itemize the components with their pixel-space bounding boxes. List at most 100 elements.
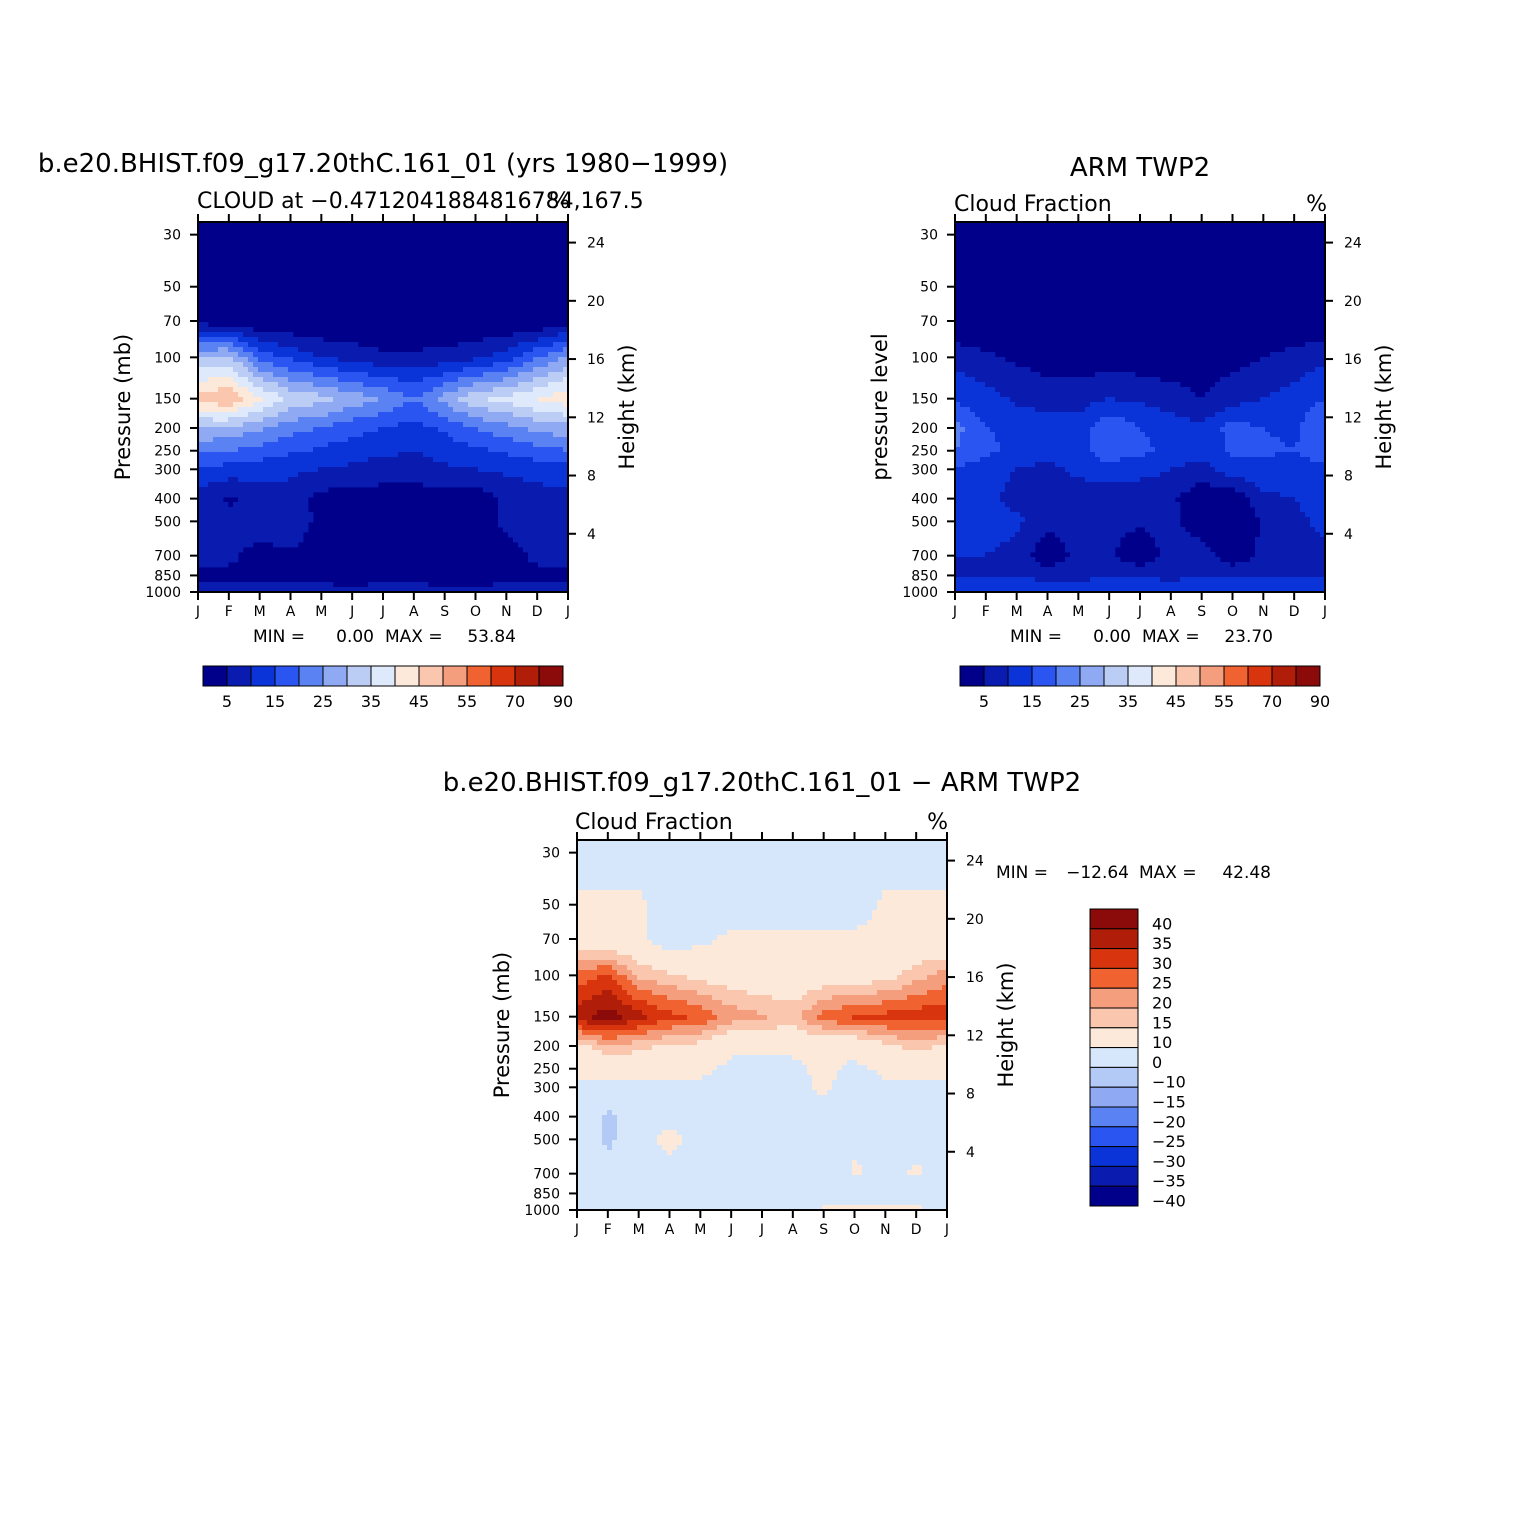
model-height-tick-label: 4 (587, 527, 596, 543)
model-field-cell (318, 482, 324, 488)
obs-field-cell (1065, 497, 1071, 503)
model-field-cell (563, 417, 569, 423)
model-field-cell (508, 372, 514, 378)
obs-field-cell (1015, 427, 1021, 433)
model-field-cell (498, 352, 504, 358)
model-field-cell (298, 442, 304, 448)
model-field-cell (338, 377, 344, 383)
obs-field-cell (1320, 462, 1326, 468)
model-field-cell (288, 412, 294, 418)
obs-field-cell (1145, 457, 1151, 463)
model-field-cell (348, 372, 354, 378)
model-field-cell (448, 412, 454, 418)
obs-field-cell (1210, 432, 1216, 438)
model-field-cell (263, 372, 269, 378)
model-field-cell (503, 377, 509, 383)
obs-field-cell (1070, 397, 1076, 403)
model-field-cell (263, 532, 269, 538)
model-field-cell (318, 462, 324, 468)
model-field-cell (298, 377, 304, 383)
obs-field-cell (1055, 452, 1061, 458)
obs-field-cell (1165, 507, 1171, 513)
model-field-cell (258, 522, 264, 528)
model-field-cell (503, 367, 509, 373)
obs-field-cell (1090, 427, 1096, 433)
model-field-cell (313, 367, 319, 373)
model-field-cell (263, 337, 269, 343)
model-field-cell (453, 357, 459, 363)
obs-field-cell (1315, 452, 1321, 458)
model-field-cell (528, 542, 534, 548)
model-field-cell (213, 542, 219, 548)
obs-field-cell (1110, 392, 1116, 398)
obs-field-cell (1005, 417, 1011, 423)
obs-field-cell (1265, 377, 1271, 383)
model-field-cell (463, 352, 469, 358)
obs-field-cell (1035, 502, 1041, 508)
model-field-cell (218, 407, 224, 413)
model-field-cell (233, 502, 239, 508)
model-field-cell (423, 422, 429, 428)
model-field-cell (303, 502, 309, 508)
model-field-cell (548, 482, 554, 488)
obs-field-cell (1020, 482, 1026, 488)
model-field-cell (233, 432, 239, 438)
model-field-cell (303, 432, 309, 438)
obs-field-cell (1315, 462, 1321, 468)
obs-field-cell (1070, 477, 1076, 483)
obs-field-cell (1050, 497, 1056, 503)
model-field-cell (298, 432, 304, 438)
model-field-cell (438, 437, 444, 443)
obs-field-cell (1085, 407, 1091, 413)
obs-units: % (1306, 192, 1327, 217)
obs-field-cell (1310, 417, 1316, 423)
obs-field-cell (1265, 497, 1271, 503)
model-field-cell (328, 412, 334, 418)
model-field-cell (503, 397, 509, 403)
model-field-cell (258, 367, 264, 373)
model-field-cell (553, 582, 559, 588)
model-field-cell (453, 362, 459, 368)
model-field-cell (248, 402, 254, 408)
model-field-cell (368, 417, 374, 423)
model-field-cell (483, 337, 489, 343)
model-field-cell (203, 367, 209, 373)
model-field-cell (548, 402, 554, 408)
obs-field-cell (1035, 412, 1041, 418)
obs-field-cell (1025, 447, 1031, 453)
obs-field-cell (1320, 417, 1326, 423)
obs-field-cell (1115, 392, 1121, 398)
obs-field-cell (1035, 482, 1041, 488)
obs-field-cell (1275, 502, 1281, 508)
model-field-cell (523, 512, 529, 518)
model-field-cell (328, 457, 334, 463)
model-field-cell (523, 492, 529, 498)
model-field-cell (318, 347, 324, 353)
model-field-cell (398, 357, 404, 363)
model-field-cell (523, 517, 529, 523)
model-field-cell (448, 372, 454, 378)
obs-field-cell (1165, 467, 1171, 473)
model-field-cell (383, 412, 389, 418)
model-field-cell (288, 532, 294, 538)
model-field-cell (483, 447, 489, 453)
obs-field-cell (1085, 492, 1091, 498)
model-field-cell (503, 382, 509, 388)
model-field-cell (488, 337, 494, 343)
model-field-cell (363, 392, 369, 398)
model-field-cell (313, 377, 319, 383)
obs-field-cell (1310, 362, 1316, 368)
obs-field-cell (1120, 462, 1126, 468)
obs-field-cell (1080, 452, 1086, 458)
model-field-cell (373, 462, 379, 468)
model-field-cell (493, 347, 499, 353)
obs-field-cell (1055, 407, 1061, 413)
model-field-cell (273, 542, 279, 548)
obs-field-cell (1160, 472, 1166, 478)
model-field-cell (468, 417, 474, 423)
obs-field-cell (1290, 377, 1296, 383)
obs-field-cell (1085, 497, 1091, 503)
model-field-cell (273, 392, 279, 398)
model-field-cell (513, 417, 519, 423)
model-field-cell (438, 402, 444, 408)
